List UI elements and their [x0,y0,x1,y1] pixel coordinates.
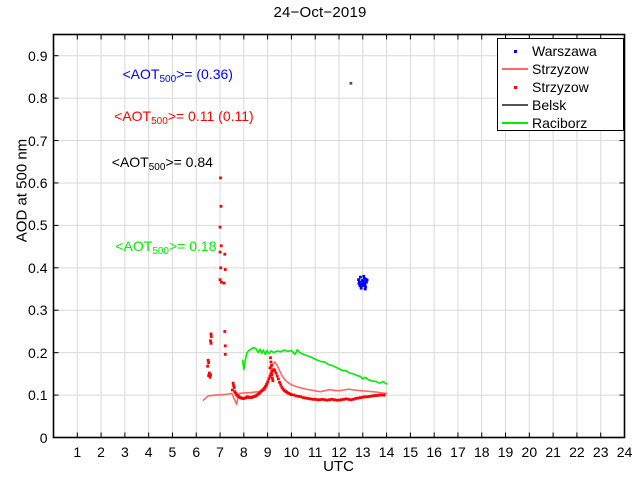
x-tick-label: 7 [216,443,224,460]
x-tick-label: 17 [450,443,466,460]
y-tick-label: 0.1 [28,387,48,404]
x-tick-label: 24 [616,443,633,460]
aot-annotation-label: <AOT500>= [111,153,182,173]
aot-annotation-value: 0.18 [185,238,217,255]
y-tick-label: 0.3 [28,302,48,319]
x-tick-label: 21 [545,443,561,460]
x-tick-label: 1 [73,443,82,460]
y-tick-label: 0.5 [28,217,48,234]
x-tick-label: 20 [521,443,538,460]
y-tick-label: 0 [39,429,48,446]
x-tick-label: 8 [239,443,248,460]
legend-item-raciborz-4[interactable]: Raciborz [498,114,625,132]
chart-title: 24−Oct−2019 [273,4,367,21]
legend-item-belsk-3[interactable]: Belsk [498,96,625,114]
legend-label: Strzyzow [532,79,589,95]
x-tick-label: 18 [473,443,490,460]
legend-item-strzyzow-1[interactable]: Strzyzow [498,60,625,78]
aot-annotation: <AOT500>= 0.84 [111,153,213,173]
x-tick-label: 16 [426,443,442,460]
x-tick-label: 15 [402,443,419,460]
legend-marker-line-icon [498,114,532,132]
legend-marker-dot-icon [498,78,532,96]
x-tick-label: 23 [592,443,609,460]
aot-annotation-label: <AOT500>= [114,108,185,128]
legend-marker-line-icon [498,96,532,114]
y-tick-label: 0.6 [28,174,48,191]
x-tick-label: 6 [192,443,201,460]
aot-annotation-value: 0.84 [181,153,213,170]
aot-annotation-label: <AOT500>= [122,65,193,85]
x-tick-label: 3 [120,443,129,460]
y-tick-label: 0.9 [28,47,48,64]
x-tick-label: 14 [378,443,395,460]
x-tick-label: 5 [168,443,177,460]
legend-item-warszawa-0[interactable]: Warszawa [498,42,625,60]
x-tick-label: 4 [144,443,153,460]
aot-annotation: <AOT500>= (0.36) [122,65,233,85]
legend-marker-line-icon [498,60,532,78]
y-tick-label: 0.2 [28,344,48,361]
legend-label: Raciborz [532,115,588,131]
legend-label: Warszawa [532,43,597,59]
legend-label: Belsk [532,97,567,113]
chart-legend[interactable]: Warszawa Strzyzow Strzyzow Belsk Raciborz [497,38,624,131]
aot-annotation-value: (0.36) [192,65,233,82]
legend-label: Strzyzow [532,61,589,77]
x-tick-label: 10 [283,443,300,460]
aot-annotation: <AOT500>= 0.18 [115,238,217,258]
y-tick-label: 0.8 [28,90,48,107]
x-tick-label: 19 [497,443,514,460]
legend-item-strzyzow-2[interactable]: Strzyzow [498,78,625,96]
x-axis-label: UTC [323,458,354,475]
x-tick-label: 9 [263,443,272,460]
x-tick-label: 13 [354,443,371,460]
y-tick-label: 0.7 [28,132,48,149]
x-tick-label: 12 [331,443,347,460]
legend-marker-dot-icon [498,42,532,60]
aot-annotation-label: <AOT500>= [115,238,186,258]
x-tick-label: 11 [307,443,323,460]
aot-annotation-value: 0.11 (0.11) [184,108,254,125]
y-tick-label: 0.4 [28,259,48,276]
x-tick-label: 2 [97,443,105,460]
aot-annotation: <AOT500>= 0.11 (0.11) [114,108,254,128]
x-tick-label: 22 [569,443,585,460]
